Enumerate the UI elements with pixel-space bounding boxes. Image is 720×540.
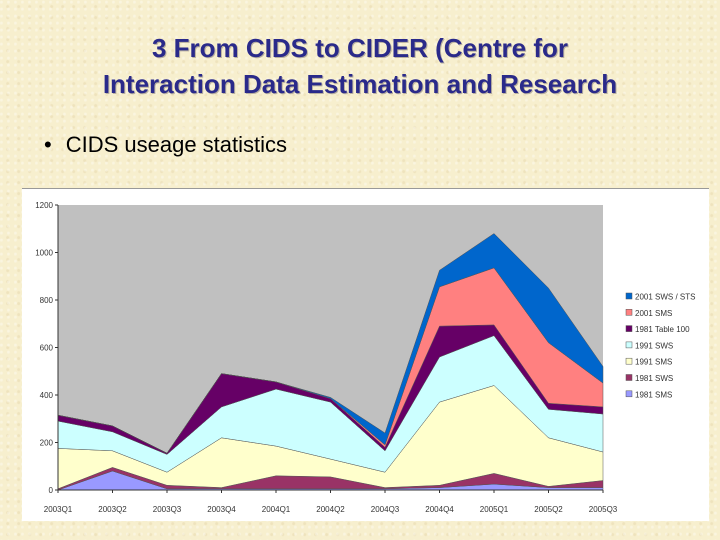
y-tick-label: 800	[40, 296, 54, 305]
x-tick-label: 2003Q1	[44, 505, 73, 514]
x-tick-label: 2004Q1	[262, 505, 291, 514]
x-tick-label: 2004Q4	[425, 505, 454, 514]
area-chart: 0 200 400 600 800 1000 1200 2003Q1 2003Q2 2003Q3 2…	[35, 201, 695, 514]
legend-label: 1991 SWS	[635, 341, 673, 350]
y-tick-label: 400	[40, 391, 54, 400]
bullet-text: CIDS useage statistics	[65, 132, 288, 157]
legend-swatch	[625, 341, 633, 349]
y-tick-label: 0	[49, 486, 54, 495]
legend-label: 1981 SMS	[635, 390, 672, 399]
legend-swatch	[625, 390, 633, 398]
x-tick-label: 2003Q4	[207, 505, 236, 514]
y-tick-label: 1200	[35, 201, 53, 210]
legend-swatch	[625, 325, 633, 332]
area-series-6	[57, 233, 604, 454]
legend-label: 2001 SMS	[635, 309, 672, 318]
x-tick-label: 2005Q2	[534, 505, 563, 514]
x-tick-label: 2004Q3	[371, 505, 400, 514]
x-tick-label: 2005Q3	[589, 505, 618, 514]
slide-title-line-1: 3 From CIDS to CIDER (Centre for	[151, 33, 569, 63]
legend-swatch	[625, 374, 633, 381]
x-tick-label: 2005Q1	[480, 505, 509, 514]
bullet-item: • CIDS useage statistics	[44, 132, 287, 158]
chart-panel: 0 200 400 600 800 1000 1200 2003Q1 2003Q2 2003Q3 2…	[22, 188, 709, 521]
y-tick-label: 1000	[35, 249, 53, 258]
y-tick-label: 600	[40, 344, 54, 353]
x-tick-label: 2003Q3	[153, 505, 182, 514]
legend-label: 1981 SWS	[635, 374, 673, 383]
legend-label: 2001 SWS / STS	[635, 293, 695, 302]
x-tick-label: 2004Q2	[316, 505, 345, 514]
slide-title: 3 From CIDS to CIDER (Centre for Interac…	[0, 30, 720, 102]
x-tick-label: 2003Q2	[98, 505, 127, 514]
legend-label: 1991 SMS	[635, 358, 672, 367]
legend-swatch	[625, 309, 633, 316]
y-tick-label: 200	[40, 439, 54, 448]
legend-swatch	[625, 357, 633, 365]
legend-swatch	[625, 292, 633, 300]
bullet-dot-icon: •	[44, 132, 52, 157]
legend-label: 1981 Table 100	[635, 325, 690, 334]
slide-title-line-2: Interaction Data Estimation and Research	[102, 69, 618, 99]
